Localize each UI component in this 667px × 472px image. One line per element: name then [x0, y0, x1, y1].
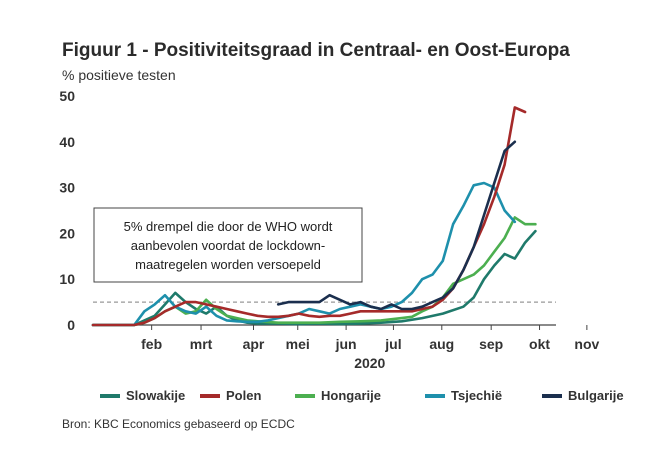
x-tick-label: sep	[479, 336, 503, 352]
legend-item: Bulgarije	[542, 388, 624, 403]
x-tick-label: feb	[141, 336, 162, 352]
legend-swatch	[425, 393, 445, 398]
legend-item: Tsjechië	[425, 388, 502, 403]
y-tick-label: 20	[59, 225, 75, 241]
annotation-layer: 5% drempel die door de WHO wordt aanbevol…	[93, 207, 363, 283]
x-tick-label: nov	[574, 336, 599, 352]
annotation-text: 5% drempel die door de WHO wordt aanbevol…	[124, 219, 333, 272]
series-line-slowakije	[91, 229, 537, 327]
y-axis: 0 10 20 30 40 50	[59, 88, 75, 333]
legend-item: Hongarije	[295, 388, 381, 403]
y-tick-label: 50	[59, 88, 75, 104]
legend-label: Hongarije	[321, 388, 381, 403]
annotation-text-line: aanbevolen voordat de lockdown-	[131, 238, 325, 253]
y-tick-label: 0	[67, 317, 75, 333]
series-line-tsjechi	[91, 181, 517, 327]
annotation-text-line: maatregelen worden versoepeld	[135, 257, 321, 272]
x-tick-label: jul	[384, 336, 401, 352]
x-tick-label: jun	[335, 336, 357, 352]
annotation-text-line: 5% drempel die door de WHO wordt	[124, 219, 333, 234]
x-tick-label: aug	[429, 336, 454, 352]
x-tick-label: mei	[286, 336, 310, 352]
y-tick-label: 10	[59, 271, 75, 287]
legend-label: Tsjechië	[451, 388, 503, 403]
x-tick-label: okt	[529, 336, 550, 352]
x-axis-year-label: 2020	[354, 355, 385, 371]
legend-label: Bulgarije	[568, 388, 624, 403]
legend-label: Slowakije	[126, 388, 186, 403]
y-axis-unit-label: % positieve testen	[62, 67, 176, 83]
series-lines	[91, 106, 537, 327]
x-axis: feb mrt apr mei jun jul aug sep okt nov 2020	[93, 324, 600, 371]
source-note: Bron: KBC Economics gebaseerd op ECDC	[62, 417, 295, 431]
x-tick-label: mrt	[190, 336, 213, 352]
legend-swatch	[295, 393, 315, 398]
y-tick-label: 30	[59, 180, 75, 196]
y-tick-label: 40	[59, 134, 75, 150]
chart-title: Figuur 1 - Positiviteitsgraad in Centraa…	[62, 40, 570, 61]
legend-swatch	[100, 393, 120, 398]
series-line-bulgarije	[276, 140, 517, 311]
legend-item: Slowakije	[100, 388, 185, 403]
legend-swatch	[200, 393, 220, 398]
legend-swatch	[542, 393, 562, 398]
annotation-box	[93, 207, 363, 283]
legend-label: Polen	[226, 388, 262, 403]
legend-item: Polen	[200, 388, 261, 403]
x-tick-label: apr	[243, 336, 265, 352]
